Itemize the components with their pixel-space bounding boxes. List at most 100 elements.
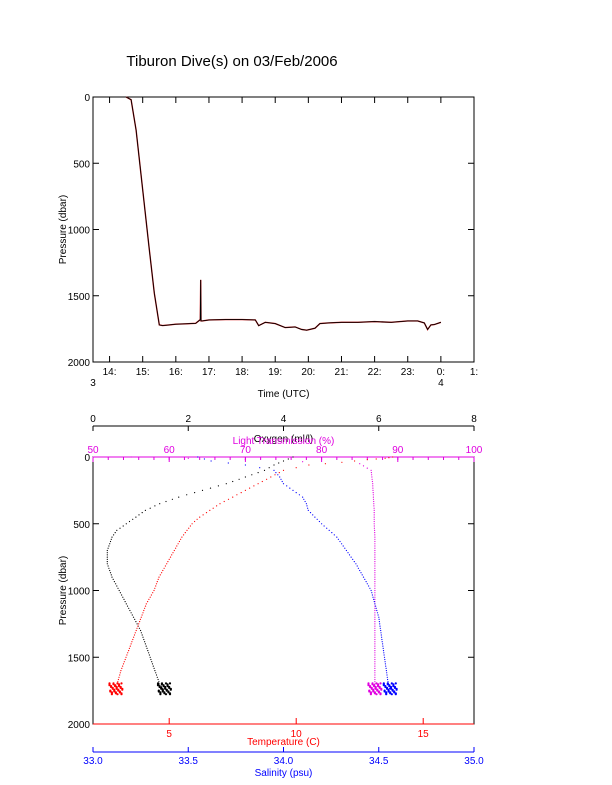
x-tick-label: 0: (437, 367, 445, 378)
salinity-point (331, 532, 333, 534)
salinity-cluster-point (391, 689, 394, 692)
y-tick-label: 2000 (68, 358, 91, 369)
oxygen-point (292, 456, 294, 458)
oxygen-tick-label: 2 (185, 414, 191, 425)
temperature-cluster-point (115, 687, 118, 690)
oxygen-point (140, 629, 142, 632)
light-transmission-point (374, 663, 376, 665)
salinity-point (244, 464, 246, 466)
temperature-cluster-point (116, 693, 119, 696)
light-transmission-point (374, 656, 376, 658)
light-transmission-tick-label: 70 (240, 445, 252, 456)
oxygen-point (126, 605, 129, 607)
light-transmission-point (374, 643, 376, 645)
light-transmission-point (374, 554, 376, 556)
salinity-axis-title: Salinity (psu) (255, 768, 313, 779)
salinity-point (355, 563, 357, 565)
oxygen-point (112, 578, 114, 581)
light-transmission-point (374, 585, 376, 587)
salinity-point (295, 492, 297, 494)
dive-pressure-time-chart: 0 500 1000 1500 2000 14: 15: 16: 17: 18: 19: 20: 21:… (58, 93, 478, 400)
salinity-point (386, 676, 388, 678)
temperature-point (153, 589, 155, 592)
oxygen-point (135, 621, 137, 623)
light-transmission-cluster-point (376, 689, 379, 692)
salinity-point (210, 460, 212, 462)
temperature-point (175, 547, 177, 549)
salinity-cluster-point (383, 690, 386, 693)
temperature-point (138, 623, 140, 625)
temperature-point (354, 460, 356, 462)
light-transmission-cluster-point (377, 691, 380, 694)
temperature-point (117, 681, 119, 683)
salinity-point (375, 607, 377, 609)
temperature-point (295, 467, 297, 469)
salinity-point (379, 625, 381, 627)
oxygen-point (194, 492, 196, 494)
light-transmission-point (374, 636, 376, 638)
light-transmission-point (373, 500, 375, 503)
oxygen-point (144, 509, 146, 511)
temperature-point (189, 525, 191, 527)
oxygen-point (154, 670, 156, 672)
temperature-point (240, 492, 242, 494)
oxygen-point (124, 601, 126, 603)
salinity-point (369, 587, 371, 589)
temperature-point (122, 663, 125, 665)
temperature-cluster-point (111, 687, 114, 690)
temperature-point (257, 483, 259, 485)
salinity-point (321, 523, 323, 525)
oxygen-point (282, 460, 285, 462)
oxygen-cluster-point (164, 682, 168, 685)
temperature-point (152, 592, 154, 594)
temperature-point (219, 503, 221, 505)
oxygen-cluster-point (160, 687, 163, 690)
oxygen-point (131, 614, 133, 616)
oxygen-point (268, 467, 270, 469)
temperature-point (155, 585, 157, 587)
temperature-point (266, 478, 268, 480)
salinity-point (281, 480, 283, 483)
light-transmission-point (374, 567, 376, 569)
temperature-cluster-point (120, 693, 123, 696)
salinity-point (381, 636, 383, 638)
light-transmission-point (374, 543, 376, 545)
salinity-point (227, 462, 229, 464)
oxygen-point (108, 545, 110, 547)
temperature-cluster-point (117, 689, 120, 692)
oxygen-point (111, 576, 113, 578)
oxygen-point (158, 681, 160, 683)
oxygen-tick-label: 8 (471, 414, 477, 425)
light-transmission-point (374, 594, 376, 596)
temperature-point (133, 634, 136, 636)
temperature-axis-title: Temperature (C) (247, 737, 320, 748)
salinity-cluster-point (386, 683, 389, 686)
oxygen-point (106, 554, 108, 556)
light-transmission-point (374, 578, 376, 581)
salinity-point (377, 614, 379, 616)
salinity-point (339, 540, 341, 543)
light-transmission-cluster-point (373, 692, 376, 695)
oxygen-point (148, 652, 150, 654)
temperature-point (148, 598, 150, 601)
oxygen-point (278, 462, 280, 464)
temperature-point (129, 645, 131, 647)
oxygen-point (225, 483, 227, 485)
day-label: 3 (90, 378, 96, 389)
oxygen-point (114, 532, 116, 534)
light-transmission-cluster-point (377, 685, 380, 688)
salinity-point (273, 469, 275, 471)
oxygen-point (151, 661, 153, 663)
oxygen-point (287, 458, 289, 460)
salinity-point (360, 572, 362, 574)
oxygen-point (106, 549, 108, 552)
oxygen-point (128, 607, 130, 609)
oxygen-cluster-point (156, 684, 160, 687)
oxygen-point (257, 472, 259, 474)
light-transmission-point (374, 665, 376, 667)
salinity-point (323, 525, 325, 527)
light-transmission-point (374, 552, 376, 554)
pressure-trace-black (125, 96, 442, 331)
oxygen-cluster-point (162, 685, 165, 688)
